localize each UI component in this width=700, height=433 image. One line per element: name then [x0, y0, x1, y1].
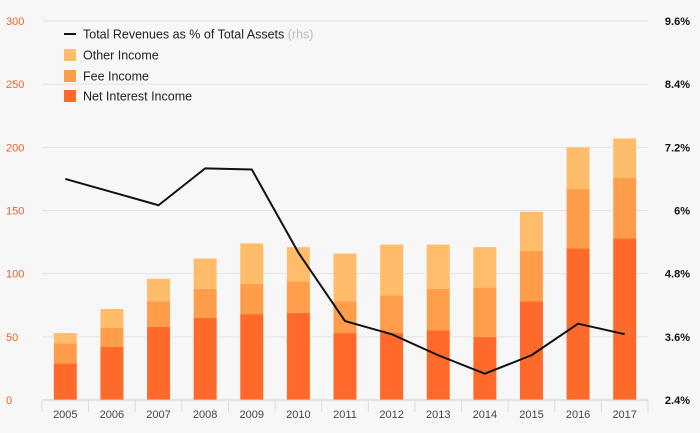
bar-net-interest-income — [473, 336, 497, 400]
x-tick-label: 2015 — [519, 409, 543, 421]
x-tick-label: 2012 — [379, 409, 403, 421]
legend-label-note: (rhs) — [284, 28, 313, 42]
bar-net-interest-income — [240, 314, 264, 400]
legend-label: Other Income — [83, 49, 159, 63]
x-tick-label: 2010 — [286, 409, 310, 421]
legend-label: Net Interest Income — [83, 90, 192, 104]
bar-fee-income — [100, 327, 124, 347]
y-right-tick-label: 6% — [674, 206, 690, 218]
y-right-tick-label: 3.6% — [665, 332, 690, 344]
y-right-tick-label: 8.4% — [665, 79, 690, 91]
bar-fee-income — [380, 295, 404, 334]
legend-label: Fee Income — [83, 70, 149, 84]
x-tick-label: 2009 — [240, 409, 264, 421]
legend-label-text: Fee Income — [83, 70, 149, 84]
legend-box-swatch — [64, 90, 76, 102]
x-tick-label: 2017 — [612, 409, 636, 421]
bar-other-income — [473, 247, 497, 288]
y-right-tick-label: 2.4% — [665, 395, 690, 407]
bar-net-interest-income — [286, 312, 310, 400]
bar-fee-income — [147, 301, 171, 327]
y-right-tick-label: 7.2% — [665, 142, 690, 154]
bar-other-income — [53, 333, 77, 344]
legend-box-swatch — [64, 70, 76, 82]
revenue-ratio-line — [65, 167, 625, 375]
x-tick-label: 2016 — [566, 409, 590, 421]
bar-other-income — [193, 258, 217, 289]
bar-net-interest-income — [426, 330, 450, 400]
x-tick-label: 2007 — [146, 409, 170, 421]
y-left-tick-label: 100 — [6, 269, 24, 281]
bar-net-interest-income — [147, 326, 171, 400]
bar-fee-income — [286, 281, 310, 313]
bar-net-interest-income — [380, 333, 404, 400]
bar-fee-income — [519, 250, 543, 302]
legend-label-text: Other Income — [83, 49, 159, 63]
bar-other-income — [147, 278, 171, 302]
bar-other-income — [566, 147, 590, 190]
bar-net-interest-income — [519, 301, 543, 400]
bar-fee-income — [193, 288, 217, 318]
x-tick-label: 2006 — [100, 409, 124, 421]
bar-fee-income — [240, 283, 264, 315]
bar-other-income — [519, 211, 543, 251]
bar-net-interest-income — [613, 238, 637, 400]
y-left-tick-label: 0 — [6, 395, 12, 407]
bar-other-income — [240, 243, 264, 284]
legend-label-text: Net Interest Income — [83, 90, 192, 104]
bar-net-interest-income — [53, 363, 77, 400]
x-tick-label: 2014 — [473, 409, 497, 421]
bar-other-income — [426, 244, 450, 289]
y-right-tick-label: 9.6% — [665, 16, 690, 28]
bars — [53, 138, 637, 400]
bar-fee-income — [426, 288, 450, 331]
y-left-tick-label: 150 — [6, 206, 24, 218]
bar-fee-income — [566, 189, 590, 249]
legend-label-text: Total Revenues as % of Total Assets — [83, 28, 284, 42]
legend: Total Revenues as % of Total Assets (rhs… — [64, 28, 313, 104]
bar-net-interest-income — [333, 333, 357, 400]
x-tick-label: 2008 — [193, 409, 217, 421]
axes: 0 50 100 150 200 250 300 2.4% 3.6% 4.8% 6% 7.2% 8.4%… — [6, 16, 690, 421]
bar-net-interest-income — [193, 317, 217, 400]
x-tick-label: 2005 — [53, 409, 77, 421]
legend-label: Total Revenues as % of Total Assets (rhs… — [83, 28, 313, 42]
y-right-tick-label: 4.8% — [665, 269, 690, 281]
bar-fee-income — [613, 177, 637, 239]
bar-other-income — [380, 244, 404, 296]
x-tick-label: 2011 — [333, 409, 357, 421]
bar-net-interest-income — [100, 346, 124, 400]
legend-box-swatch — [64, 49, 76, 61]
y-left-tick-label: 300 — [6, 16, 24, 28]
bar-fee-income — [53, 343, 77, 364]
bar-other-income — [286, 247, 310, 282]
x-tick-label: 2013 — [426, 409, 450, 421]
bar-other-income — [333, 253, 357, 302]
bar-other-income — [100, 309, 124, 328]
bar-other-income — [613, 138, 637, 178]
y-left-tick-label: 200 — [6, 142, 24, 154]
bar-fee-income — [333, 301, 357, 334]
y-left-tick-label: 250 — [6, 79, 24, 91]
y-left-tick-label: 50 — [6, 332, 18, 344]
bar-fee-income — [473, 287, 497, 337]
